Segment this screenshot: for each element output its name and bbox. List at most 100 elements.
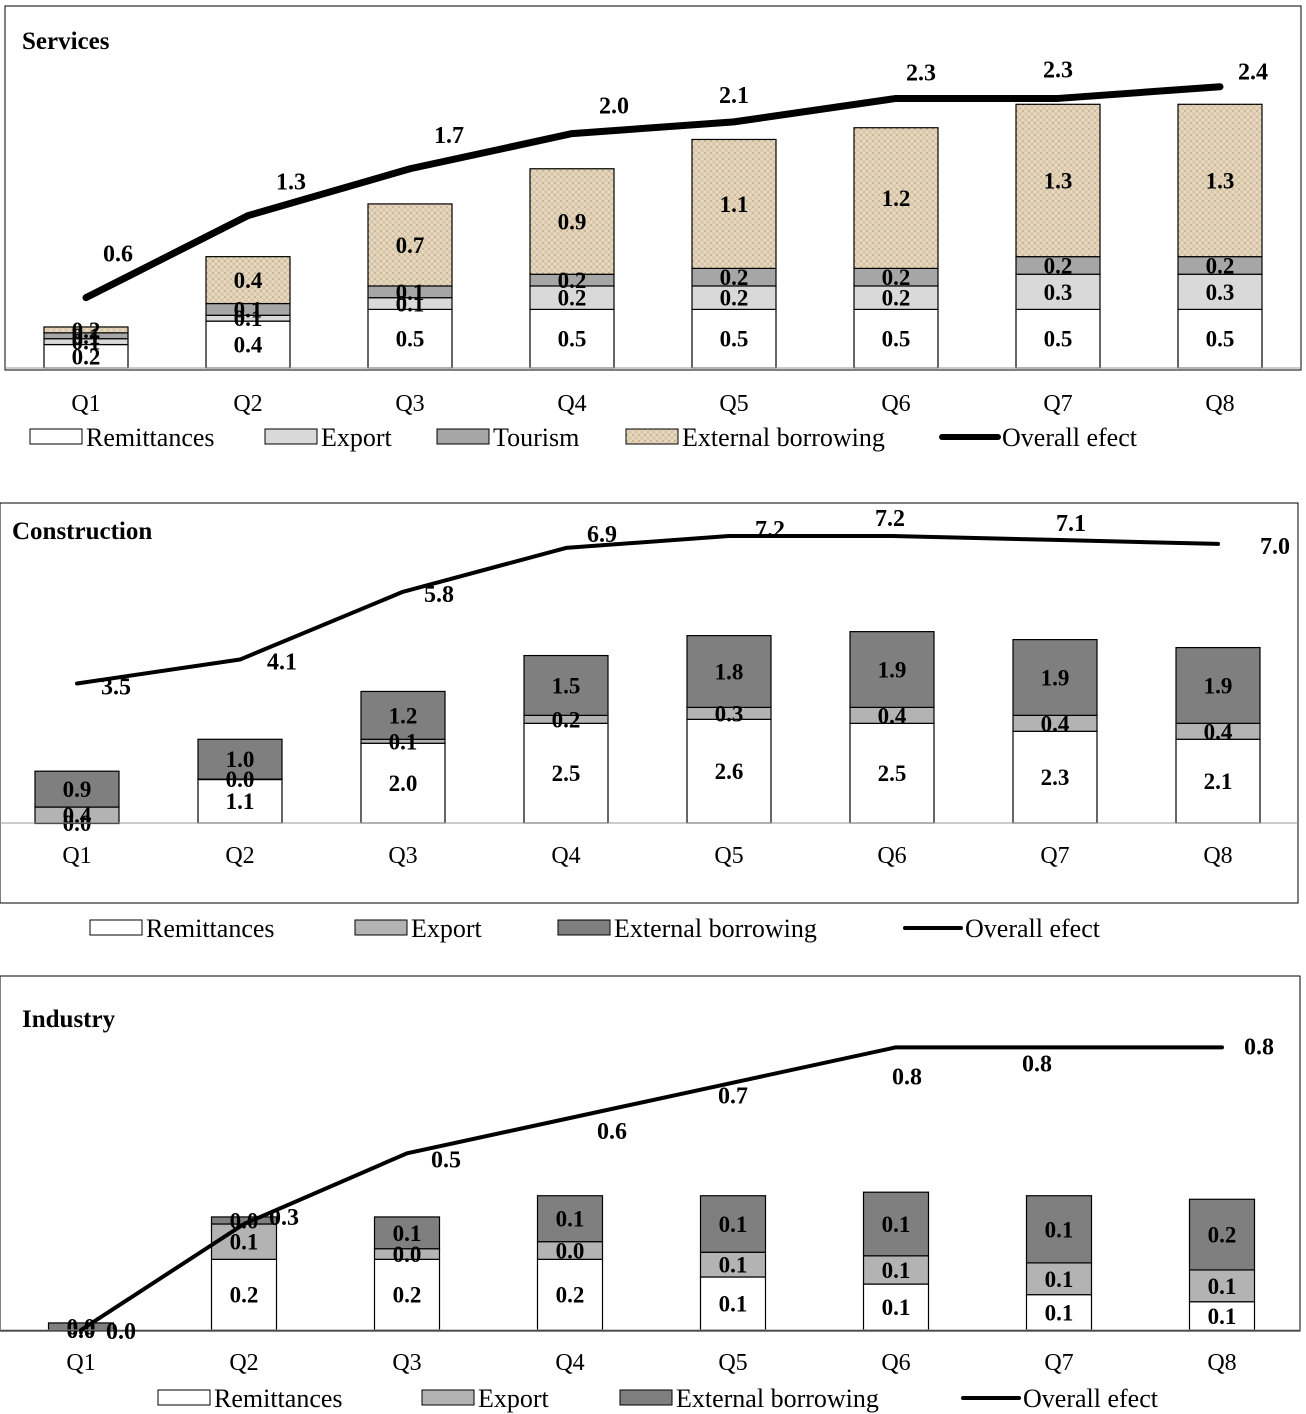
line-label-q5: 2.1 xyxy=(719,83,749,109)
x-tick-q6: Q6 xyxy=(881,391,910,417)
bar-label-remittances-q2: 0.4 xyxy=(234,333,263,358)
x-tick-q8: Q8 xyxy=(1203,843,1232,869)
plot-frame xyxy=(4,5,1302,371)
bar-external-borrowing-q2 xyxy=(205,256,291,305)
bar-label-tourism-q5: 0.2 xyxy=(720,265,749,290)
legend-label-overall-efect: Overall efect xyxy=(1023,1384,1159,1413)
bar-label-remittances-q7: 0.5 xyxy=(1044,327,1073,352)
bar-export-q6 xyxy=(862,1255,930,1285)
x-tick-q8: Q8 xyxy=(1207,1350,1236,1376)
line-label-q7: 2.3 xyxy=(1043,57,1073,83)
line-label-q3: 0.5 xyxy=(431,1147,461,1173)
line-label-q4: 0.6 xyxy=(597,1119,627,1145)
bar-label-external-borrowing-q5: 1.8 xyxy=(715,660,744,685)
bar-label-export-q1: 0.4 xyxy=(63,803,92,828)
legend-label-export: Export xyxy=(321,423,393,452)
bar-external-borrowing-q4 xyxy=(536,1195,604,1243)
line-label-q2: 1.3 xyxy=(276,170,306,196)
legend-label-remittances: Remittances xyxy=(86,423,215,452)
line-label-q6: 0.8 xyxy=(892,1064,922,1090)
x-tick-q1: Q1 xyxy=(66,1350,95,1376)
bar-label-external-borrowing-q4: 0.9 xyxy=(558,210,587,235)
bar-remittances-q4 xyxy=(523,722,609,824)
bar-label-remittances-q7: 0.1 xyxy=(1045,1300,1074,1325)
bar-remittances-q2 xyxy=(197,778,283,824)
line-label-q1: 3.5 xyxy=(101,674,131,700)
bar-label-external-borrowing-q5: 0.1 xyxy=(719,1212,748,1237)
x-tick-q7: Q7 xyxy=(1040,843,1069,869)
bar-remittances-q6 xyxy=(849,722,935,824)
x-tick-q4: Q4 xyxy=(551,843,580,869)
bar-label-external-borrowing-q3: 0.7 xyxy=(396,233,425,258)
bar-label-external-borrowing-q1: 0.2 xyxy=(72,318,101,343)
legend-swatch-remittances xyxy=(89,919,143,936)
bar-remittances-q3 xyxy=(373,1258,441,1331)
bar-remittances-q4 xyxy=(529,308,615,369)
line-label-q8: 7.0 xyxy=(1260,534,1290,560)
line-label-q5: 0.7 xyxy=(718,1084,748,1110)
bar-label-remittances-q7: 2.3 xyxy=(1041,765,1070,790)
line-label-q8: 0.8 xyxy=(1244,1034,1274,1060)
overall-effect-line xyxy=(82,83,1224,302)
legend-label-tourism: Tourism xyxy=(493,423,579,452)
line-label-q8: 2.4 xyxy=(1238,60,1268,86)
bar-label-tourism-q8: 0.2 xyxy=(1206,253,1235,278)
line-label-q4: 2.0 xyxy=(599,94,629,120)
x-tick-q8: Q8 xyxy=(1205,391,1234,417)
bar-external-borrowing-q7 xyxy=(1012,639,1098,716)
bar-external-borrowing-q3 xyxy=(367,203,453,287)
bar-external-borrowing-q4 xyxy=(529,168,615,275)
bar-remittances-q5 xyxy=(691,308,777,369)
bar-label-tourism-q1: 0.1 xyxy=(72,324,101,349)
x-ticks-group: Q1 Q2 Q3 Q4 Q5 Q6 Q7 Q8 xyxy=(66,1350,1236,1376)
bar-external-borrowing-q3 xyxy=(373,1216,441,1250)
bar-external-borrowing-q5 xyxy=(691,138,777,269)
bar-label-export-q2: 0.0 xyxy=(226,767,255,792)
line-label-q4: 6.9 xyxy=(587,522,617,548)
bar-label-external-borrowing-q6: 0.1 xyxy=(882,1212,911,1237)
legend-label-export: Export xyxy=(478,1384,550,1413)
bar-export-q2 xyxy=(210,1223,278,1260)
bar-export-q7 xyxy=(1015,273,1101,310)
bar-label-export-q4: 0.2 xyxy=(552,707,581,732)
bar-label-external-borrowing-q4: 0.1 xyxy=(556,1207,585,1232)
bar-remittances-q6 xyxy=(853,308,939,369)
legend-swatch-tourism xyxy=(436,428,490,445)
bar-label-external-borrowing-q1: 0.0 xyxy=(67,1314,96,1339)
bar-label-remittances-q2: 1.1 xyxy=(226,789,255,814)
legend-label-remittances: Remittances xyxy=(214,1384,343,1413)
x-tick-q7: Q7 xyxy=(1044,1350,1073,1376)
legend-label-overall-efect: Overall efect xyxy=(965,914,1101,943)
legend-label-overall-efect: Overall efect xyxy=(1002,423,1138,452)
bar-remittances-q8 xyxy=(1188,1301,1256,1331)
bar-label-export-q7: 0.1 xyxy=(1045,1267,1074,1292)
chart-title: Services xyxy=(22,28,110,55)
bar-label-external-borrowing-q2: 0.4 xyxy=(234,268,263,293)
legend-swatch-external-borrowing xyxy=(625,428,679,445)
bar-remittances-q6 xyxy=(862,1283,930,1331)
line-label-q3: 5.8 xyxy=(424,582,454,608)
chart-panel-construction: Construction 0.00.40.9 1.10.01.02.00.11.2… xyxy=(0,502,1299,943)
bar-external-borrowing-q6 xyxy=(862,1191,930,1257)
bar-label-remittances-q2: 0.2 xyxy=(230,1283,259,1308)
legend-label-external-borrowing: External borrowing xyxy=(682,423,885,452)
legend-swatch-external-borrowing xyxy=(557,919,611,936)
bar-external-borrowing-q4 xyxy=(523,654,609,716)
bar-external-borrowing-q3 xyxy=(360,690,446,740)
bar-remittances-q5 xyxy=(699,1276,767,1331)
bar-label-export-q5: 0.3 xyxy=(715,701,744,726)
bar-label-remittances-q8: 0.5 xyxy=(1206,327,1235,352)
legend-label-external-borrowing: External borrowing xyxy=(676,1384,879,1413)
x-tick-q3: Q3 xyxy=(392,1350,421,1376)
x-tick-q4: Q4 xyxy=(555,1350,584,1376)
x-tick-q6: Q6 xyxy=(881,1350,910,1376)
bar-label-export-q7: 0.4 xyxy=(1041,711,1070,736)
bar-remittances-q8 xyxy=(1177,308,1263,369)
line-label-q7: 7.1 xyxy=(1056,511,1086,537)
bar-export-q8 xyxy=(1177,273,1263,310)
x-tick-q2: Q2 xyxy=(229,1350,258,1376)
bar-label-export-q7: 0.3 xyxy=(1044,280,1073,305)
bar-label-external-borrowing-q1: 0.9 xyxy=(63,777,92,802)
bar-export-q8 xyxy=(1188,1269,1256,1303)
bars-group: 0.00.00.00.20.10.00.20.00.10.20.00.10.10… xyxy=(47,1191,1256,1343)
